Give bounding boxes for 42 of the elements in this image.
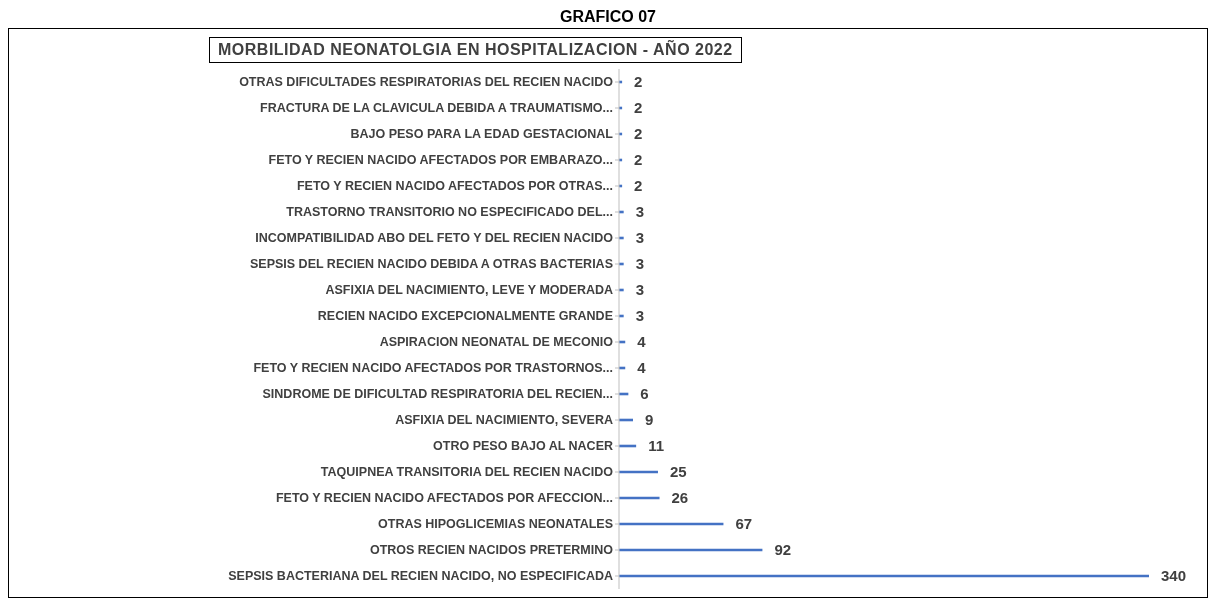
data-label: 2 — [634, 73, 643, 91]
y-tick-label: FETO Y RECIEN NACIDO AFECTADOS POR AFECCION... — [275, 491, 613, 506]
y-tick-label: SINDROME DE DIFICULTAD RESPIRATORIA DEL RECIEN... — [262, 387, 613, 402]
data-label: 25 — [669, 463, 687, 481]
data-label: 26 — [671, 489, 689, 507]
text: MORBILIDAD NEONATOLGIA EN HOSPITALIZACION - AÑO 2022 — [209, 37, 742, 63]
y-tick-label: OTRO PESO BAJO AL NACER — [433, 439, 613, 454]
data-label: 2 — [634, 177, 643, 195]
data-label: 92 — [774, 541, 792, 559]
y-tick-label: SEPSIS BACTERIANA DEL RECIEN NACIDO, NO ESPECIFICADA — [228, 569, 613, 584]
data-label: 3 — [635, 281, 645, 299]
y-tick-label: FETO Y RECIEN NACIDO AFECTADOS POR TRASTORNOS... — [253, 361, 613, 376]
y-tick-label: INCOMPATIBILIDAD ABO DEL FETO Y DEL RECIEN NACIDO — [255, 231, 614, 246]
y-tick-label: BAJO PESO PARA LA EDAD GESTACIONAL — [350, 127, 614, 142]
y-tick-label: TAQUIPNEA TRANSITORIA DEL RECIEN NACIDO — [320, 465, 614, 480]
data-label: 6 — [640, 385, 649, 403]
y-tick-label: ASFIXIA DEL NACIMIENTO, SEVERA — [395, 413, 613, 428]
data-label: 2 — [634, 125, 643, 143]
y-tick-label: FETO Y RECIEN NACIDO AFECTADOS POR OTRAS... — [296, 179, 613, 194]
data-label: 67 — [735, 515, 753, 533]
y-tick-label: ASPIRACION NEONATAL DE MECONIO — [379, 335, 614, 350]
data-label: 4 — [637, 359, 647, 377]
data-label: 340 — [1161, 567, 1187, 585]
data-label: 11 — [648, 437, 665, 455]
chart-title: GRAFICO 07 — [559, 8, 657, 27]
data-label: 3 — [635, 255, 645, 273]
y-tick-label: FRACTURA DE LA CLAVICULA DEBIDA A TRAUMATISMO... — [260, 101, 613, 116]
data-label: 3 — [635, 307, 645, 325]
y-tick-label: TRASTORNO TRANSITORIO NO ESPECIFICADO DEL... — [286, 205, 613, 220]
data-label: 9 — [645, 411, 654, 429]
data-label: 2 — [634, 151, 643, 169]
data-label: 2 — [634, 99, 643, 117]
y-tick-label: ASFIXIA DEL NACIMIENTO, LEVE Y MODERADA — [325, 283, 613, 298]
y-tick-label: OTROS RECIEN NACIDOS PRETERMINO — [369, 543, 614, 558]
y-tick-label: OTRAS HIPOGLICEMIAS NEONATALES — [378, 517, 613, 532]
y-tick-label: SEPSIS DEL RECIEN NACIDO DEBIDA A OTRAS BACTERIAS — [249, 257, 613, 272]
data-label: 3 — [635, 203, 645, 221]
data-label: 4 — [637, 333, 647, 351]
y-tick-label: FETO Y RECIEN NACIDO AFECTADOS POR EMBARAZO... — [268, 153, 613, 168]
y-tick-label: OTRAS DIFICULTADES RESPIRATORIAS DEL RECIEN NACIDO — [239, 75, 614, 90]
data-label: 3 — [635, 229, 645, 247]
y-tick-label: RECIEN NACIDO EXCEPCIONALMENTE GRANDE — [317, 309, 613, 324]
